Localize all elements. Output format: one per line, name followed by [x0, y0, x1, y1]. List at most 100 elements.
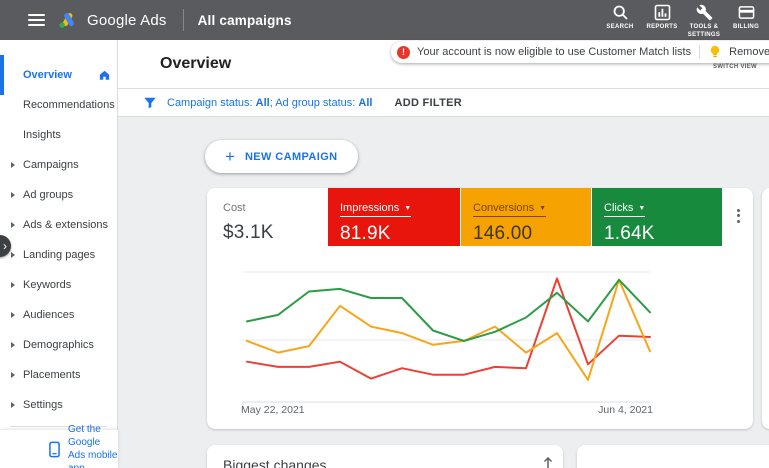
tools-settings-nav-button[interactable]: TOOLS & SETTINGS	[683, 4, 725, 40]
notification-bar[interactable]: ! Your account is now eligible to use Cu…	[391, 41, 769, 63]
partial-card-bottom-right	[577, 445, 769, 468]
sidebar-item-keywords[interactable]: Keywords	[0, 270, 117, 300]
sidebar-item-label: Placements	[23, 369, 81, 381]
series-clicks	[246, 278, 651, 342]
sidebar-item-demographics[interactable]: Demographics	[0, 330, 117, 360]
x-axis-end-label: Jun 4, 2021	[598, 404, 653, 416]
menu-icon[interactable]	[28, 11, 45, 29]
mobile-app-promo[interactable]: Get the Google Ads mobile app	[0, 424, 118, 468]
sidebar-item-insights[interactable]: Insights	[0, 120, 117, 150]
sidebar-item-label: Settings	[23, 399, 63, 411]
sidebar-item-label: Ad groups	[23, 189, 74, 201]
arrow-up-icon[interactable]	[543, 457, 553, 468]
phone-icon	[49, 441, 60, 457]
scorecard-clicks[interactable]: Clicks ▼ 1.64K	[592, 188, 722, 246]
filter-summary[interactable]: Campaign status: All; Ad group status: A…	[167, 96, 373, 109]
page-title: Overview	[160, 55, 232, 72]
scorecard-conversions[interactable]: Conversions ▼ 146.00	[461, 188, 591, 246]
expand-caret-icon	[11, 192, 15, 198]
sidebar-divider	[10, 426, 107, 427]
sidebar-item-label: Keywords	[23, 279, 72, 291]
topbar-nav: SEARCH REPORTS TOOLS & SETTINGS	[599, 4, 767, 40]
sidebar-item-label: Demographics	[23, 339, 94, 351]
expand-caret-icon	[11, 372, 15, 378]
x-axis-start-label: May 22, 2021	[241, 404, 305, 416]
expand-caret-icon	[11, 162, 15, 168]
overview-chart-card: Cost $3.1K Impressions ▼ 81.9K Conversions ▼ 14…	[207, 188, 753, 429]
search-icon	[613, 5, 628, 20]
product-name: Google Ads	[87, 11, 167, 29]
series-conversions	[246, 278, 651, 381]
sidebar-item-label: Campaigns	[23, 159, 79, 171]
sidebar-item-ads-extensions[interactable]: Ads & extensions	[0, 210, 117, 240]
card-title: Biggest changes	[223, 457, 327, 468]
home-icon	[99, 70, 110, 80]
topbar-divider	[182, 9, 184, 31]
expand-caret-icon	[11, 282, 15, 288]
sidebar-item-audiences[interactable]: Audiences	[0, 300, 117, 330]
topbar-page-title: All campaigns	[197, 12, 292, 28]
sidebar-item-recommendations[interactable]: Recommendations	[0, 90, 117, 120]
metric-label: Impressions	[340, 202, 400, 214]
metric-label: Cost	[223, 202, 246, 214]
scorecard-cost: Cost $3.1K	[207, 188, 325, 246]
sidebar-item-settings[interactable]: Settings	[0, 390, 117, 420]
sidebar-item-overview[interactable]: Overview	[0, 55, 117, 95]
main-content: Overview SWITCH VIEW Campaign status: Al…	[118, 40, 769, 468]
sidebar-item-ad-groups[interactable]: Ad groups	[0, 180, 117, 210]
dropdown-caret-icon: ▼	[539, 204, 547, 212]
sidebar-item-label: Landing pages	[23, 249, 96, 261]
notification-text: Remove 6 redundant	[729, 46, 769, 58]
series-impressions	[246, 277, 651, 380]
lightbulb-icon	[711, 45, 720, 58]
sidebar-item-campaigns[interactable]: Campaigns	[0, 150, 117, 180]
metric-value: 146.00	[473, 223, 533, 244]
sidebar-item-label: Insights	[23, 129, 61, 141]
tools-icon	[696, 4, 712, 21]
dropdown-caret-icon: ▼	[404, 204, 412, 212]
billing-nav-button[interactable]: BILLING	[725, 4, 767, 40]
metric-value: 81.9K	[340, 223, 391, 244]
partial-card-right	[762, 188, 769, 429]
performance-line-chart[interactable]	[241, 264, 653, 416]
expand-caret-icon	[11, 312, 15, 318]
sidebar-item-label: Recommendations	[23, 99, 115, 111]
scorecard-impressions[interactable]: Impressions ▼ 81.9K	[328, 188, 460, 246]
plus-icon: +	[225, 146, 235, 166]
billing-icon	[738, 6, 754, 19]
expand-caret-icon	[11, 342, 15, 348]
metric-label: Conversions	[473, 202, 535, 214]
new-campaign-button[interactable]: + NEW CAMPAIGN	[205, 140, 358, 173]
google-ads-logo	[59, 13, 74, 28]
metric-label: Clicks	[604, 202, 634, 214]
error-icon: !	[397, 45, 410, 59]
sidebar-item-landing-pages[interactable]: Landing pages	[0, 240, 117, 270]
sidebar-item-label: Overview	[23, 69, 72, 81]
metric-value: $3.1K	[223, 222, 274, 243]
promo-text: Get the Google Ads mobile app	[68, 424, 118, 468]
x-axis-labels: May 22, 2021 Jun 4, 2021	[241, 404, 653, 416]
sidebar-item-placements[interactable]: Placements	[0, 360, 117, 390]
search-nav-button[interactable]: SEARCH	[599, 4, 641, 40]
biggest-changes-card: Biggest changes	[207, 445, 563, 468]
reports-nav-button[interactable]: REPORTS	[641, 4, 683, 40]
more-options-icon[interactable]	[735, 204, 742, 227]
scorecard-strip: Cost $3.1K Impressions ▼ 81.9K Conversions ▼ 14…	[207, 188, 722, 246]
expand-caret-icon	[11, 222, 15, 228]
notification-text: Your account is now eligible to use Cust…	[417, 46, 692, 58]
expand-nav-button[interactable]: ›	[0, 235, 11, 257]
switch-view-label: SWITCH VIEW	[713, 64, 757, 70]
add-filter-button[interactable]: ADD FILTER	[394, 96, 463, 109]
filter-bar: Campaign status: All; Ad group status: A…	[118, 89, 769, 117]
reports-icon	[654, 4, 670, 21]
filter-icon[interactable]	[143, 96, 157, 110]
page-header: Overview SWITCH VIEW	[118, 40, 769, 89]
sidebar-item-label: Ads & extensions	[23, 219, 108, 231]
expand-caret-icon	[11, 252, 15, 258]
new-campaign-label: NEW CAMPAIGN	[244, 150, 338, 163]
topbar: Google Ads All campaigns SEARCH REPORTS	[0, 0, 769, 40]
expand-caret-icon	[11, 402, 15, 408]
sidebar: Overview Recommendations Insights Campaigns…	[0, 40, 118, 468]
metric-value: 1.64K	[604, 223, 655, 244]
